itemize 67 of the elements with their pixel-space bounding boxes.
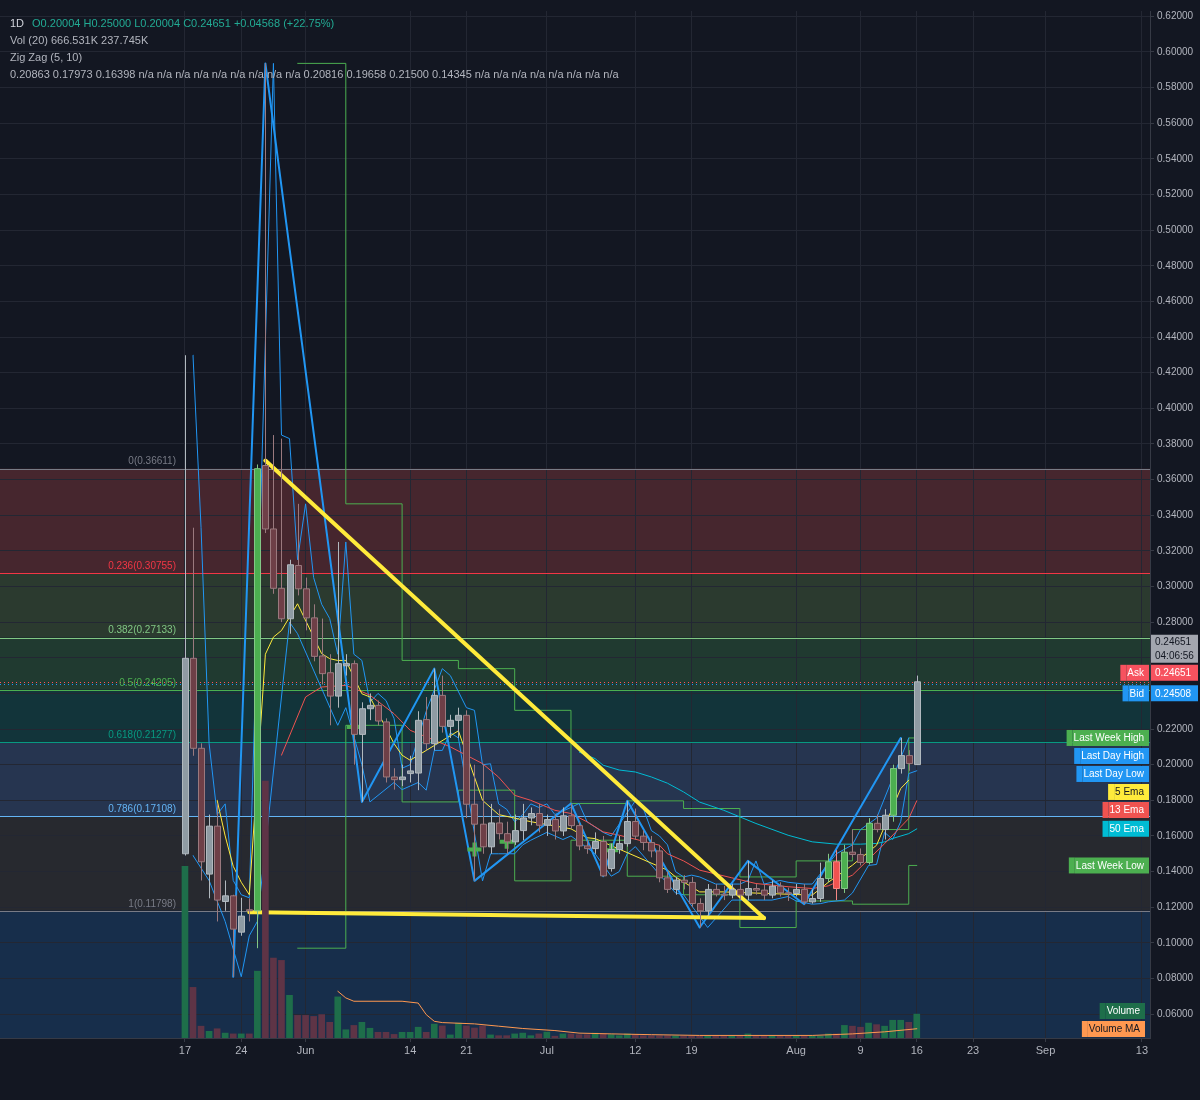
annotation: Vol (20) 666.531K 237.745K	[10, 34, 149, 47]
y-tick-label: 0.16000	[1157, 829, 1194, 841]
y-tick-label: 0.06000	[1157, 1007, 1194, 1019]
x-tick-label: 24	[235, 1043, 248, 1056]
x-tick-label: 12	[629, 1043, 642, 1056]
x-tick-label: 23	[966, 1043, 980, 1056]
x-tick-label: 13	[1135, 1043, 1149, 1056]
y-tick-label: 0.10000	[1157, 936, 1194, 948]
text: 0.24508	[1155, 687, 1192, 699]
annotation: Zig Zag (5, 10)	[10, 51, 83, 64]
y-tick-label: 0.14000	[1157, 865, 1194, 877]
y-tick-label: 0.50000	[1157, 223, 1194, 235]
y-tick-label: 0.40000	[1157, 402, 1194, 414]
ref-line-label: 1(0.11798)	[128, 897, 176, 909]
y-tick-label: 0.08000	[1157, 972, 1194, 984]
text: O0.20004 H0.25000 L0.20004 C0.24651 +0.04568 (+22.75%)	[32, 17, 335, 30]
y-tick-label: 0.30000	[1157, 580, 1194, 592]
ref-line-label: 0(0.36611)	[128, 455, 176, 467]
ref-line-label: 0.786(0.17108)	[108, 802, 176, 814]
y-tick-label: 0.12000	[1157, 900, 1194, 912]
x-tick-label: 14	[404, 1043, 417, 1056]
y-tick-label: 0.48000	[1157, 259, 1194, 271]
y-tick-label: 0.18000	[1157, 794, 1194, 806]
y-tick-label: 0.38000	[1157, 437, 1194, 449]
legend-label: Last Day High	[1081, 750, 1144, 762]
text: 04:06:56	[1155, 650, 1195, 662]
y-tick-label: 0.58000	[1157, 81, 1194, 93]
ref-line-label: 0.618(0.21277)	[108, 728, 176, 740]
text: 0.24651	[1155, 636, 1192, 648]
x-tick-label: Sep	[1035, 1043, 1056, 1056]
y-tick-label: 0.52000	[1157, 188, 1194, 200]
y-tick-label: 0.54000	[1157, 152, 1194, 164]
legend-label: Last Week Low	[1075, 859, 1145, 871]
text: 1D	[10, 17, 25, 30]
y-tick-label: 0.32000	[1157, 544, 1194, 556]
text: 0.24651	[1155, 667, 1192, 679]
x-tick-label: 19	[685, 1043, 698, 1056]
legend-label: Volume MA	[1088, 1023, 1141, 1035]
x-tick-label: Jul	[539, 1043, 554, 1056]
x-tick-label: 9	[857, 1043, 864, 1056]
y-tick-label: 0.46000	[1157, 295, 1194, 307]
legend-label: Last Week High	[1073, 732, 1144, 744]
y-tick-label: 0.44000	[1157, 330, 1194, 342]
y-tick-label: 0.22000	[1157, 722, 1194, 734]
legend-label: 13 Ema	[1109, 804, 1145, 816]
legend-label: Ask	[1127, 667, 1145, 679]
y-tick-label: 0.56000	[1157, 117, 1194, 128]
x-tick-label: 16	[910, 1043, 923, 1056]
ref-line-label: 0.5(0.24205)	[119, 676, 176, 688]
legend-label: 5 Ema	[1115, 786, 1145, 798]
y-tick-label: 0.62000	[1157, 10, 1194, 22]
legend-label: Volume	[1106, 1005, 1141, 1017]
x-tick-label: 17	[178, 1043, 192, 1056]
y-tick-label: 0.36000	[1157, 473, 1194, 485]
ref-line-label: 0.382(0.27133)	[108, 624, 176, 636]
y-tick-label: 0.42000	[1157, 366, 1194, 378]
y-tick-label: 0.28000	[1157, 615, 1194, 627]
y-tick-label: 0.20000	[1157, 758, 1194, 770]
x-tick-label: Jun	[296, 1043, 315, 1056]
ref-line-label: 0.236(0.30755)	[108, 559, 176, 571]
legend-label: Last Day Low	[1083, 768, 1145, 780]
x-tick-label: Aug	[786, 1043, 806, 1056]
legend-label: Bid	[1129, 687, 1144, 699]
legend-label: 50 Ema	[1109, 823, 1145, 835]
y-tick-label: 0.34000	[1157, 508, 1194, 520]
x-tick-label: 21	[460, 1043, 473, 1056]
y-tick-label: 0.60000	[1157, 45, 1194, 57]
